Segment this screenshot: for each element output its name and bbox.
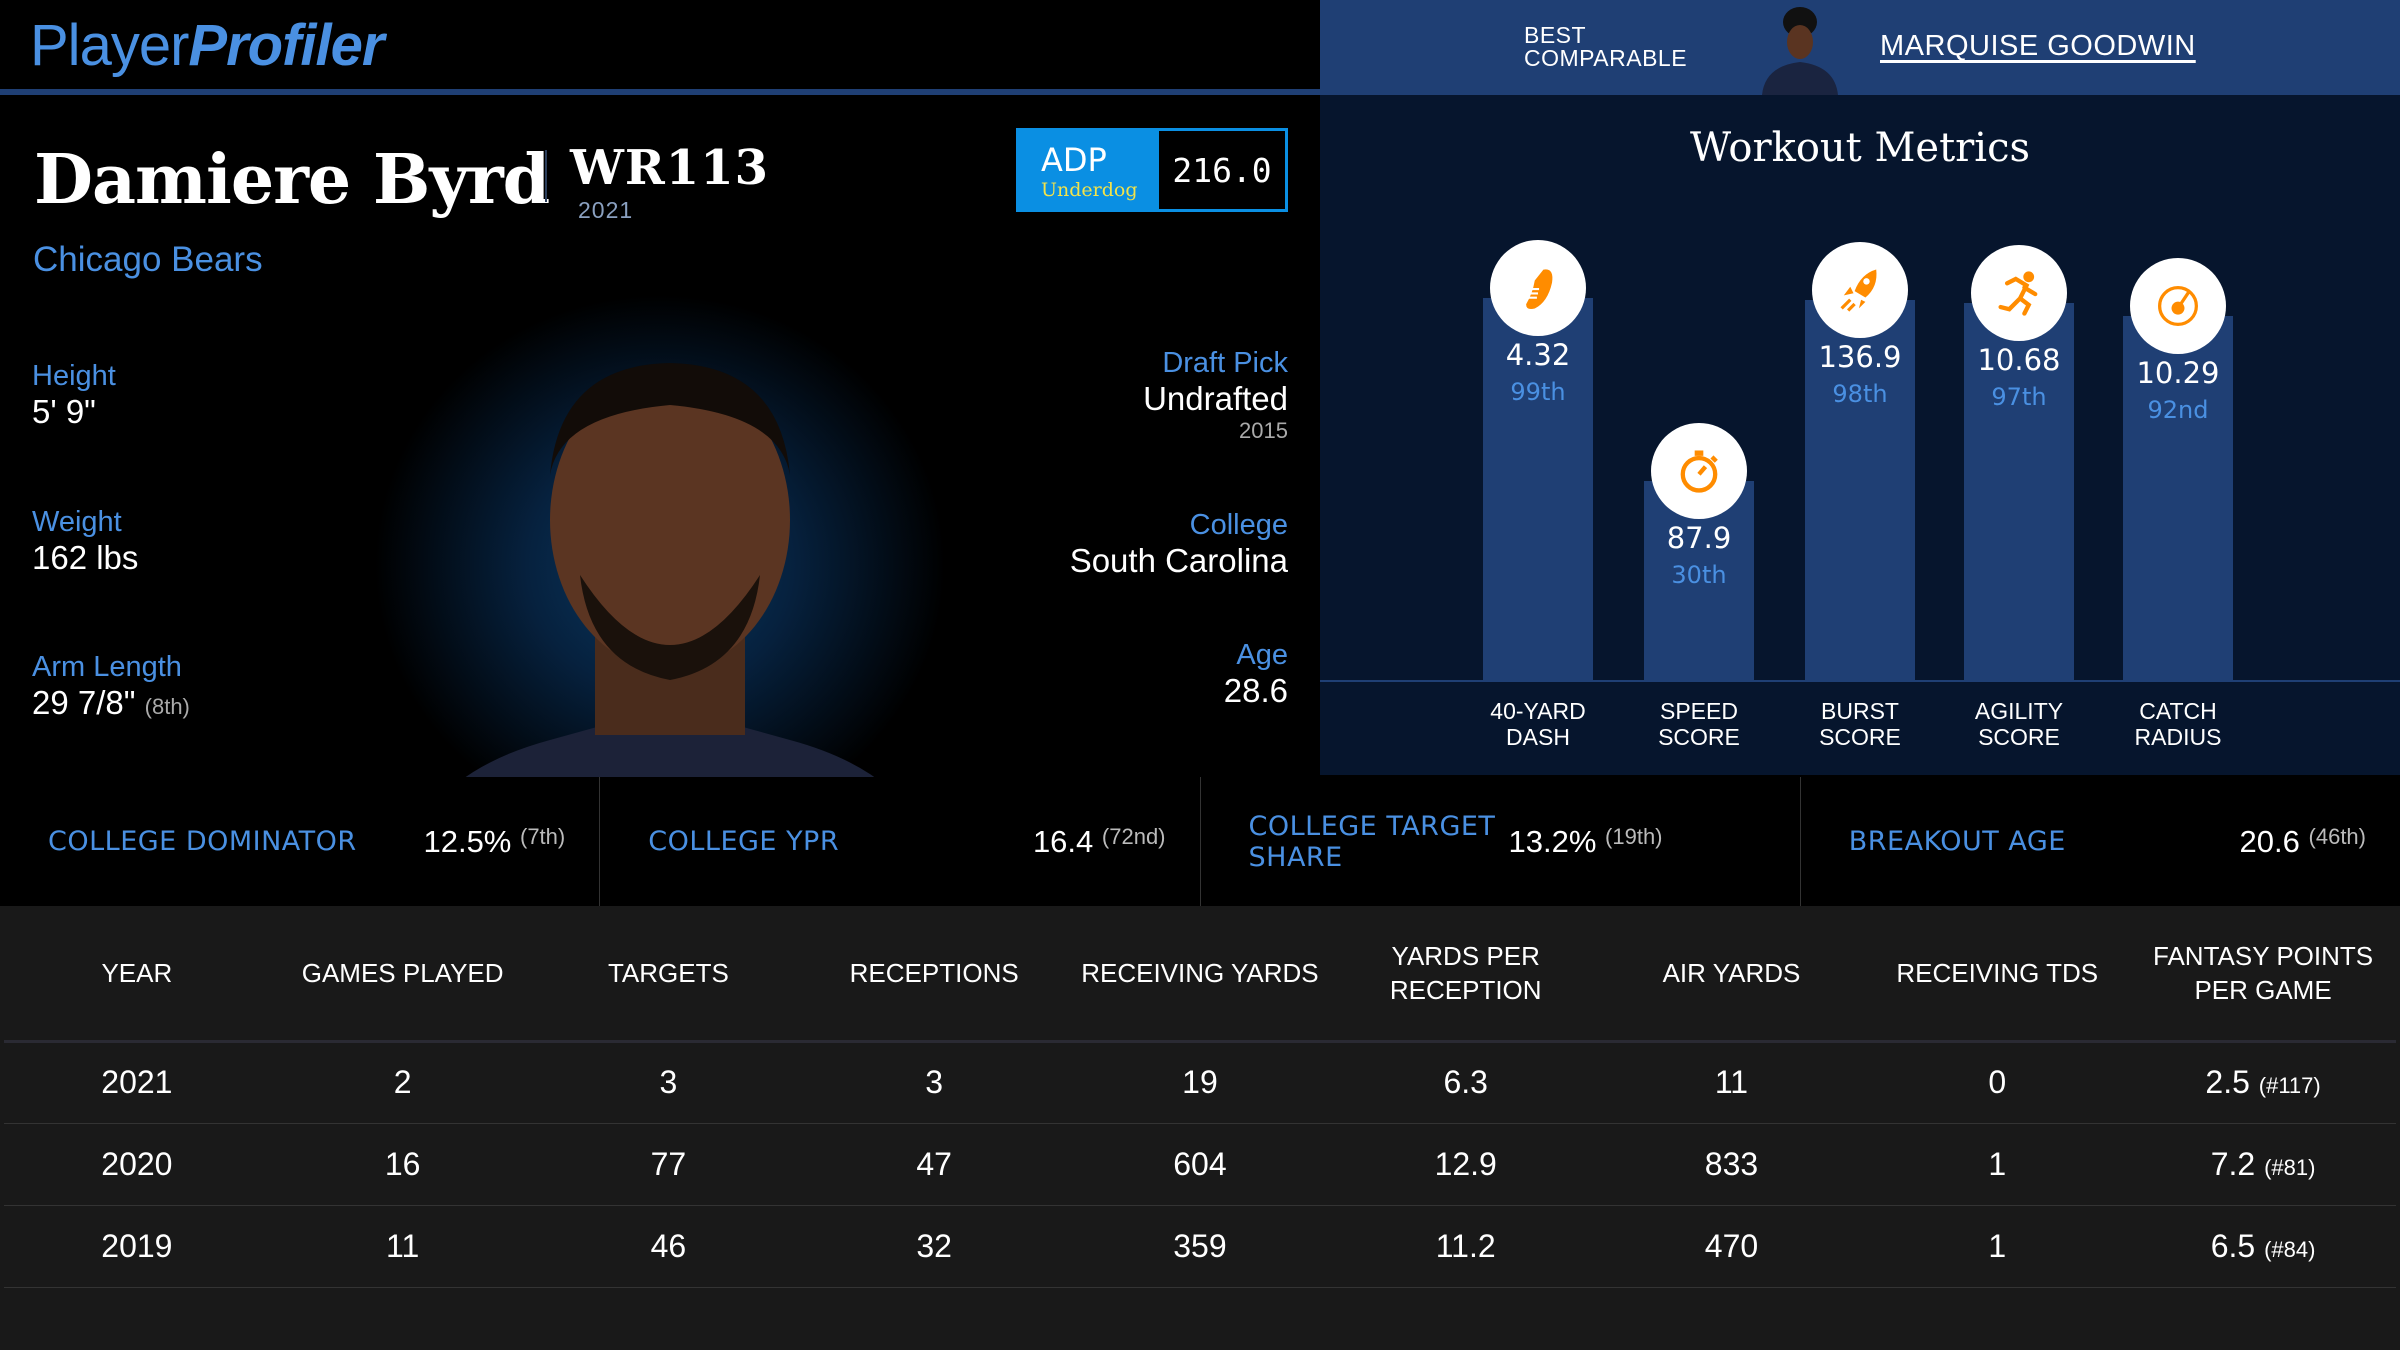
runner-icon bbox=[1971, 244, 2067, 341]
table-cell: 1 bbox=[1864, 1205, 2131, 1288]
metric-label: 40-YARD DASH bbox=[1490, 698, 1586, 750]
rank-year: 2021 bbox=[578, 197, 634, 223]
table-cell: 1 bbox=[1864, 1123, 2131, 1206]
table-cell: 3 bbox=[535, 1041, 802, 1124]
table-cell: 470 bbox=[1598, 1205, 1865, 1288]
bio-height: Height 5' 9" bbox=[32, 360, 116, 430]
bio-college: College South Carolina bbox=[1069, 509, 1288, 579]
column-header[interactable]: YEAR bbox=[4, 906, 270, 1043]
column-header[interactable]: GAMES PLAYED bbox=[269, 906, 536, 1043]
metric-value: 10.68 bbox=[1977, 342, 2061, 377]
table-cell: 11.2 bbox=[1332, 1205, 1599, 1288]
stopwatch-icon bbox=[1651, 422, 1747, 519]
metric-percentile: 99th bbox=[1510, 377, 1566, 406]
workout-metrics-panel: Workout Metrics 4.32 99th 40-YARD DASH 87.9 3… bbox=[1320, 95, 2400, 775]
player-panel: Damiere Byrd WR113 2021 Chicago Bears AD… bbox=[0, 95, 1320, 875]
table-cell: 0 bbox=[1864, 1041, 2131, 1124]
stat-college-target-share: COLLEGE TARGET SHARE 13.2% (19th) bbox=[1201, 777, 1801, 906]
logo-part2: Profiler bbox=[188, 13, 384, 78]
table-row: 2021 2 3 3 19 6.3 11 0 2.5 (#117) bbox=[4, 1041, 2396, 1124]
table-cell: 11 bbox=[269, 1205, 536, 1288]
shoe-icon bbox=[1490, 239, 1586, 336]
table-cell: 604 bbox=[1067, 1123, 1333, 1206]
metric-percentile: 97th bbox=[1991, 382, 2047, 411]
table-cell: 32 bbox=[801, 1205, 1068, 1288]
metric-bar-1: 87.9 30th bbox=[1644, 480, 1754, 680]
gauge-icon bbox=[2130, 258, 2226, 355]
adp-badge: ADP Underdog 216.0 bbox=[1016, 128, 1288, 212]
table-cell: 2 bbox=[269, 1041, 536, 1124]
player-name: Damiere Byrd bbox=[34, 140, 550, 220]
table-cell: 6.3 bbox=[1332, 1041, 1599, 1124]
metric-percentile: 92nd bbox=[2147, 396, 2209, 425]
table-cell: 359 bbox=[1067, 1205, 1333, 1288]
table-cell: 2020 bbox=[4, 1123, 270, 1206]
divider bbox=[545, 150, 547, 202]
season-stats-table: YEAR GAMES PLAYED TARGETS RECEPTIONS RECEIVI… bbox=[0, 906, 2400, 1350]
column-header[interactable]: RECEIVING YARDS bbox=[1067, 906, 1333, 1043]
metric-label: AGILITY SCORE bbox=[1974, 698, 2064, 750]
chart-baseline bbox=[1320, 680, 2400, 682]
metric-bar-0: 4.32 99th bbox=[1483, 297, 1593, 680]
column-header[interactable]: AIR YARDS bbox=[1598, 906, 1865, 1043]
column-header[interactable]: RECEIVING TDS bbox=[1864, 906, 2131, 1043]
metric-label: SPEED SCORE bbox=[1658, 698, 1740, 750]
adp-label: ADP bbox=[1041, 141, 1107, 179]
column-header[interactable]: TARGETS bbox=[535, 906, 802, 1043]
table-cell: 11 bbox=[1598, 1041, 1865, 1124]
stat-college-dominator: COLLEGE DOMINATOR 12.5% (7th) bbox=[0, 777, 601, 906]
workout-metrics-title: Workout Metrics bbox=[1689, 125, 2031, 171]
comparable-player-link[interactable]: MARQUISE GOODWIN bbox=[1880, 30, 2196, 62]
table-cell-fppg: 7.2 (#81) bbox=[2130, 1123, 2396, 1206]
table-cell: 833 bbox=[1598, 1123, 1865, 1206]
best-comparable-banner: BEST COMPARABLE MARQUISE GOODWIN bbox=[1320, 0, 2400, 95]
bio-age: Age 28.6 bbox=[1223, 639, 1288, 709]
metric-value: 87.9 bbox=[1666, 520, 1732, 555]
stat-college-ypr: COLLEGE YPR 16.4 (72nd) bbox=[600, 777, 1201, 906]
stat-breakout-age: BREAKOUT AGE 20.6 (46th) bbox=[1848, 823, 2366, 859]
metric-bar-3: 10.68 97th bbox=[1964, 302, 2074, 680]
best-comparable-label: BEST COMPARABLE bbox=[1524, 22, 1688, 71]
position-rank: WR113 bbox=[570, 140, 769, 196]
divider bbox=[0, 89, 1320, 95]
column-header[interactable]: FANTASY POINTS PER GAME bbox=[2130, 906, 2396, 1043]
adp-source: Underdog bbox=[1041, 179, 1138, 201]
team-name[interactable]: Chicago Bears bbox=[33, 240, 263, 279]
table-row: 2019 11 46 32 359 11.2 470 1 6.5 (#84) bbox=[4, 1205, 2396, 1288]
bio-weight: Weight 162 lbs bbox=[32, 506, 139, 576]
logo[interactable]: PlayerProfiler bbox=[30, 12, 384, 79]
table-cell: 16 bbox=[269, 1123, 536, 1206]
table-cell: 47 bbox=[801, 1123, 1068, 1206]
top-bar: PlayerProfiler bbox=[0, 0, 1320, 89]
table-cell-fppg: 2.5 (#117) bbox=[2130, 1041, 2396, 1124]
comparable-player-photo bbox=[1762, 7, 1838, 95]
bio-draft-pick: Draft Pick Undrafted 2015 bbox=[1143, 347, 1288, 443]
metric-value: 4.32 bbox=[1505, 337, 1571, 372]
table-cell: 2019 bbox=[4, 1205, 270, 1288]
metric-percentile: 98th bbox=[1832, 380, 1888, 409]
metric-value: 136.9 bbox=[1818, 340, 1902, 375]
table-cell: 46 bbox=[535, 1205, 802, 1288]
metric-bar-2: 136.9 98th bbox=[1805, 300, 1915, 680]
adp-value: 216.0 bbox=[1159, 131, 1285, 209]
table-cell: 3 bbox=[801, 1041, 1068, 1124]
table-cell: 77 bbox=[535, 1123, 802, 1206]
logo-part1: Player bbox=[30, 13, 189, 78]
table-cell-fppg: 6.5 (#84) bbox=[2130, 1205, 2396, 1288]
rocket-icon bbox=[1812, 242, 1908, 339]
table-cell: 19 bbox=[1067, 1041, 1333, 1124]
college-stats-row: COLLEGE DOMINATOR 12.5% (7th) COLLEGE YPR… bbox=[0, 777, 2400, 906]
metric-value: 10.29 bbox=[2136, 356, 2220, 391]
table-row: 2020 16 77 47 604 12.9 833 1 7.2 (#81) bbox=[4, 1123, 2396, 1206]
table-cell: 2021 bbox=[4, 1041, 270, 1124]
table-cell: 12.9 bbox=[1332, 1123, 1599, 1206]
metric-bar-4: 10.29 92nd bbox=[2123, 316, 2233, 680]
column-header[interactable]: RECEPTIONS bbox=[801, 906, 1068, 1043]
metric-percentile: 30th bbox=[1671, 560, 1727, 589]
column-header[interactable]: YARDS PER RECEPTION bbox=[1332, 906, 1599, 1043]
bio-arm-length: Arm Length 29 7/8" (8th) bbox=[32, 651, 190, 721]
metric-label: BURST SCORE bbox=[1819, 698, 1901, 750]
metric-label: CATCH RADIUS bbox=[2134, 698, 2222, 750]
